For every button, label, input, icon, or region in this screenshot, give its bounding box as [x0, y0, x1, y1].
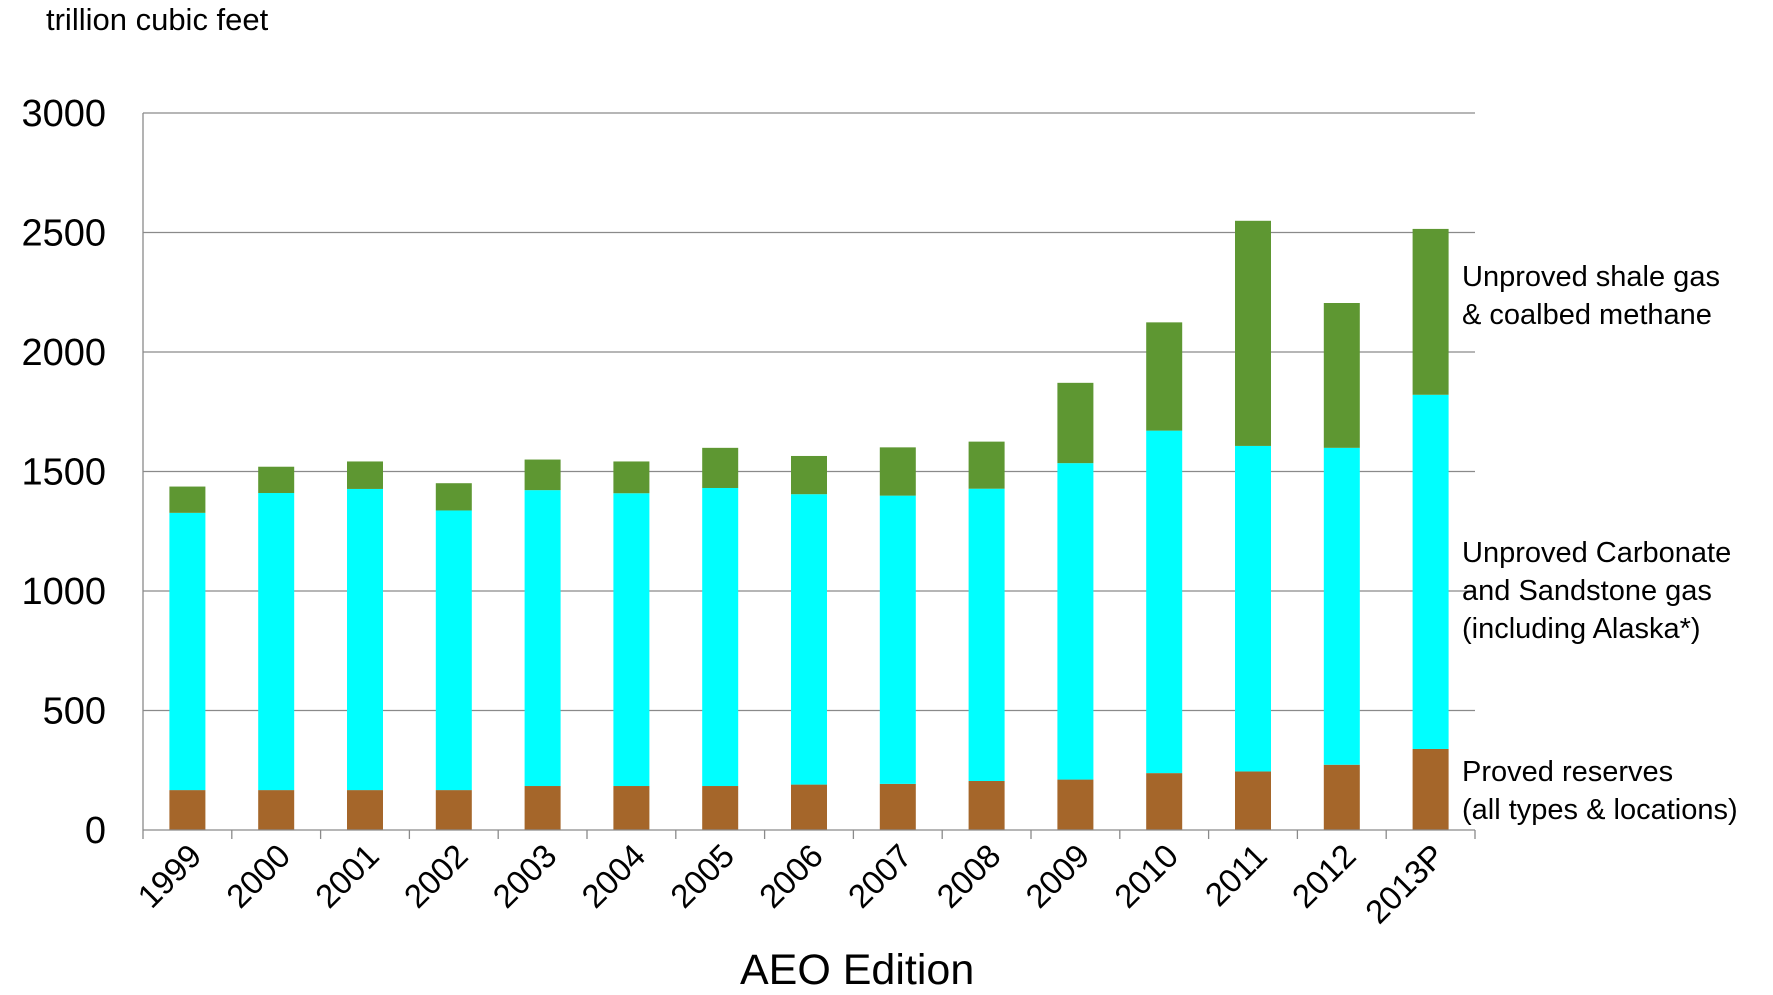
- bar-segment: [169, 486, 206, 513]
- bar-segment: [968, 781, 1005, 830]
- bar-segment: [879, 447, 916, 496]
- bar-segment: [169, 790, 206, 830]
- x-tick-label: 2005: [663, 837, 741, 915]
- bar-segment: [702, 487, 739, 787]
- bar-segment: [524, 786, 561, 830]
- x-axis-title: AEO Edition: [740, 946, 975, 994]
- bar-segment: [1412, 228, 1449, 395]
- bar-segment: [1057, 463, 1094, 780]
- bar-segment: [1235, 771, 1271, 830]
- bar-segment: [258, 790, 295, 830]
- series-label-proved: Proved reserves (all types & locations): [1462, 756, 1738, 826]
- bar-segment: [169, 512, 206, 791]
- bar-segment: [347, 461, 383, 489]
- y-tick-label: 500: [43, 691, 106, 733]
- bar-segment: [702, 447, 739, 488]
- bar-segment: [791, 494, 827, 785]
- x-tick-label: 2007: [841, 837, 919, 915]
- bar-series: [169, 220, 1449, 830]
- bar-segment: [258, 466, 295, 494]
- bar-segment: [435, 790, 472, 830]
- bar-segment: [879, 783, 916, 830]
- bar-segment: [1146, 322, 1183, 431]
- x-tick-label: 2012: [1285, 837, 1363, 915]
- x-tick-label: 2006: [752, 837, 830, 915]
- y-tick-label: 2500: [21, 213, 106, 255]
- x-tick-label: 2000: [219, 837, 297, 915]
- x-tick-label: 2010: [1107, 837, 1185, 915]
- bar-segment: [1323, 764, 1360, 830]
- bar-segment: [791, 455, 827, 495]
- bar-segment: [347, 790, 383, 830]
- bar-segment: [1146, 773, 1183, 830]
- bar-segment: [1057, 779, 1094, 830]
- bar-segment: [968, 441, 1005, 489]
- bar-segment: [1323, 303, 1360, 448]
- bar-segment: [879, 495, 916, 784]
- bar-segment: [435, 483, 472, 511]
- y-tick-label: 1500: [21, 452, 106, 494]
- x-tick-labels: 1999 2000 2001 2002 2003 2004 2005 2006 2007 2008…: [130, 837, 1451, 931]
- bar-segment: [524, 490, 561, 787]
- y-unit-label: trillion cubic feet: [46, 2, 269, 37]
- bar-segment: [1412, 748, 1449, 830]
- bar-segment: [347, 488, 383, 791]
- x-tick-label: 2011: [1198, 837, 1274, 913]
- bar-segment: [524, 459, 561, 491]
- x-tick-label: 2004: [574, 837, 652, 915]
- x-tick-label: 2013P: [1358, 837, 1452, 931]
- axes: [142, 113, 1476, 839]
- y-tick-label: 1000: [21, 571, 106, 613]
- y-tick-label: 2000: [21, 332, 106, 374]
- x-tick-label: 2008: [929, 837, 1007, 915]
- bar-segment: [968, 488, 1005, 782]
- series-label-shale: Unproved shale gas & coalbed methane: [1462, 261, 1720, 331]
- bar-segment: [1412, 394, 1449, 749]
- x-tick-label: 2002: [397, 837, 475, 915]
- bar-segment: [613, 786, 650, 830]
- x-tick-label: 2001: [308, 837, 386, 915]
- y-tick-labels: 0 500 1000 1500 2000 2500 3000: [21, 93, 106, 852]
- bar-segment: [258, 493, 295, 791]
- bar-segment: [613, 461, 650, 494]
- bar-segment: [435, 510, 472, 791]
- bar-segment: [1235, 220, 1271, 446]
- bar-segment: [1235, 445, 1271, 772]
- y-tick-label: 3000: [21, 93, 106, 135]
- bar-segment: [791, 784, 827, 830]
- x-tick-label: 2009: [1018, 837, 1096, 915]
- bar-segment: [613, 493, 650, 787]
- x-tick-label: 1999: [130, 837, 208, 915]
- y-tick-label: 0: [85, 810, 106, 852]
- bar-segment: [1323, 447, 1360, 765]
- bar-segment: [1146, 430, 1183, 774]
- bar-segment: [1057, 382, 1094, 464]
- bar-segment: [702, 786, 739, 830]
- series-label-unproved-conventional: Unproved Carbonate and Sandstone gas (in…: [1462, 537, 1732, 645]
- x-tick-label: 2003: [485, 837, 563, 915]
